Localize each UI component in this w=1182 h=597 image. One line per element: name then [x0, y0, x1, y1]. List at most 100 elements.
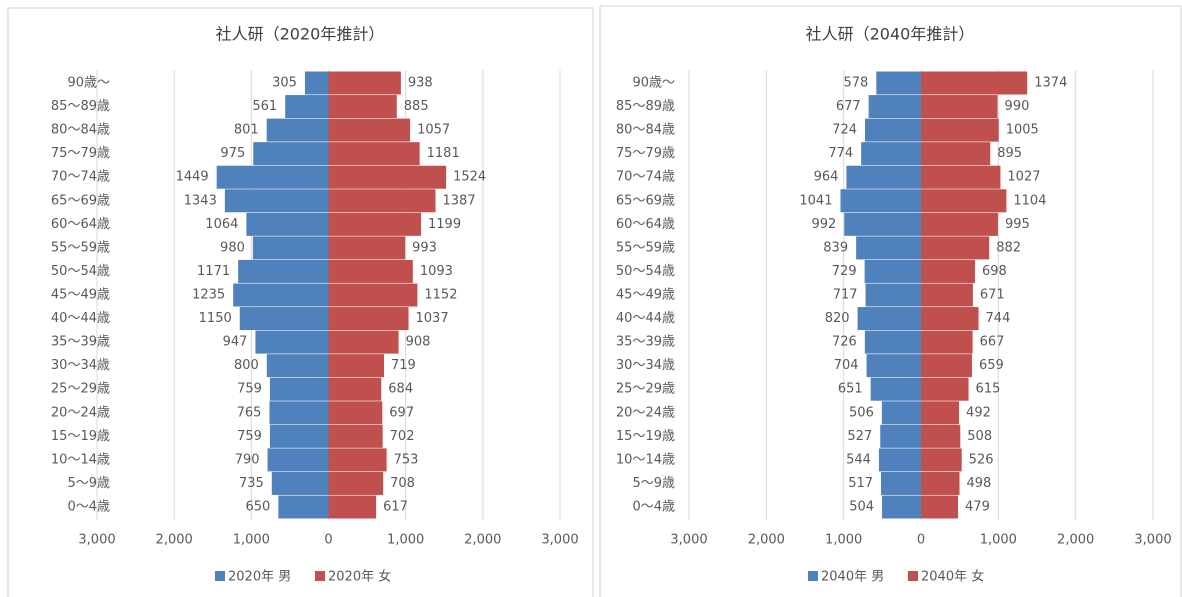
x-tick-label: 3,000	[1134, 533, 1171, 548]
y-tick-label: 90歳～	[67, 76, 110, 91]
y-tick-label: 70～74歳	[616, 170, 675, 185]
y-tick-label: 80～84歳	[616, 123, 675, 138]
y-tick-label: 35～39歳	[51, 335, 110, 350]
data-label: 753	[394, 452, 419, 467]
data-label: 526	[969, 452, 994, 467]
y-tick-label: 45～49歳	[616, 288, 675, 303]
bar	[921, 283, 973, 307]
data-label: 729	[832, 264, 857, 279]
bar	[328, 471, 384, 495]
data-label: 1171	[197, 264, 230, 279]
y-tick-label: 20～24歳	[616, 405, 675, 420]
bar	[328, 330, 399, 354]
bar	[328, 424, 383, 448]
bar	[865, 118, 921, 142]
bar	[328, 189, 436, 213]
bar	[844, 212, 921, 236]
bar	[216, 165, 329, 189]
bar	[921, 259, 975, 283]
data-label: 704	[834, 358, 859, 373]
y-tick-label: 55～59歳	[51, 240, 110, 255]
bar	[921, 71, 1028, 95]
bar	[880, 424, 921, 448]
y-tick-label: 20～24歳	[51, 405, 110, 420]
data-label: 671	[980, 288, 1005, 303]
bar	[269, 377, 329, 401]
data-label: 1152	[424, 288, 457, 303]
bar	[266, 118, 329, 142]
data-label: 759	[237, 382, 262, 397]
data-label: 508	[967, 429, 992, 444]
data-label: 650	[246, 500, 271, 515]
bar	[876, 71, 921, 95]
data-label: 1343	[184, 193, 217, 208]
x-tick-label: 0	[324, 533, 332, 548]
bar	[328, 259, 413, 283]
y-tick-label: 40～44歳	[51, 311, 110, 326]
bar	[921, 142, 991, 166]
y-tick-label: 5～9歳	[632, 476, 675, 491]
x-tick-label: 2,000	[464, 533, 501, 548]
data-label: 801	[234, 123, 259, 138]
data-label: 975	[220, 146, 245, 161]
x-tick-label: 1,000	[233, 533, 270, 548]
bar	[921, 118, 999, 142]
data-label: 1037	[416, 311, 449, 326]
bar	[921, 189, 1007, 213]
bar	[238, 259, 329, 283]
y-tick-label: 25～29歳	[616, 382, 675, 397]
y-tick-label: 50～54歳	[616, 264, 675, 279]
legend-label: 2040年 男	[821, 570, 884, 585]
data-label: 724	[832, 123, 857, 138]
bar	[857, 307, 921, 331]
y-tick-label: 35～39歳	[616, 335, 675, 350]
legend-swatch	[215, 571, 225, 581]
data-label: 527	[847, 429, 872, 444]
bar	[328, 95, 397, 119]
data-label: 517	[848, 476, 873, 491]
y-tick-label: 80～84歳	[51, 123, 110, 138]
y-tick-label: 60～64歳	[616, 217, 675, 232]
bar	[246, 212, 329, 236]
bar	[328, 118, 411, 142]
bar	[921, 401, 960, 425]
bar	[864, 330, 921, 354]
data-label: 617	[383, 500, 408, 515]
bar	[865, 283, 921, 307]
chart-title: 社人研（2040年推計）	[806, 25, 975, 44]
data-label: 578	[843, 76, 868, 91]
data-label: 697	[389, 405, 414, 420]
data-label: 479	[965, 500, 990, 515]
data-label: 1199	[428, 217, 461, 232]
bar	[271, 471, 329, 495]
data-label: 1449	[176, 170, 209, 185]
y-tick-label: 85～89歳	[616, 99, 675, 114]
bar	[328, 377, 382, 401]
data-label: 1027	[1007, 170, 1040, 185]
data-label: 735	[239, 476, 264, 491]
x-tick-label: 3,000	[541, 533, 578, 548]
data-label: 744	[986, 311, 1011, 326]
data-label: 990	[1005, 99, 1030, 114]
bar	[267, 448, 329, 472]
data-label: 698	[982, 264, 1007, 279]
data-label: 615	[976, 382, 1001, 397]
data-label: 947	[223, 335, 248, 350]
bar	[255, 330, 329, 354]
bar	[328, 401, 383, 425]
data-label: 1235	[192, 288, 225, 303]
y-tick-label: 15～19歳	[616, 429, 675, 444]
data-label: 1093	[420, 264, 453, 279]
data-label: 677	[836, 99, 861, 114]
y-tick-label: 30～34歳	[51, 358, 110, 373]
bar	[921, 330, 973, 354]
data-label: 908	[406, 335, 431, 350]
bar	[921, 424, 961, 448]
x-tick-label: 1,000	[825, 533, 862, 548]
y-tick-label: 50～54歳	[51, 264, 110, 279]
bar	[882, 495, 921, 519]
x-tick-label: 2,000	[748, 533, 785, 548]
legend-label: 2040年 女	[921, 569, 984, 585]
y-tick-label: 90歳～	[632, 76, 675, 91]
legend-label: 2020年 男	[228, 570, 291, 585]
